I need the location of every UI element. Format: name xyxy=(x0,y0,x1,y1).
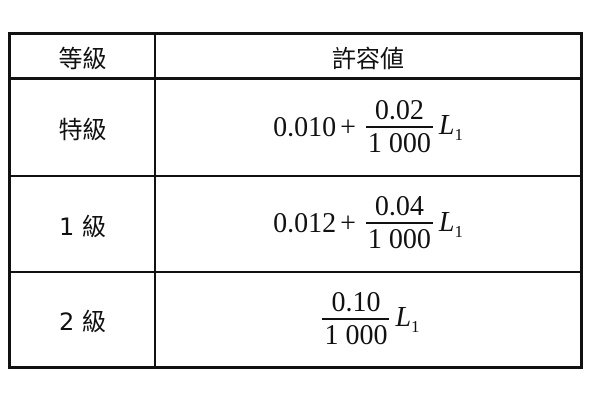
fraction-bar xyxy=(322,317,390,320)
variable-letter: L xyxy=(395,302,412,333)
fraction-bar xyxy=(365,222,433,224)
variable: L1 xyxy=(395,302,419,337)
fraction: 0.04 1 000 xyxy=(365,191,433,256)
variable-letter: L xyxy=(438,206,455,238)
tolerance-cell: 0.10 1 000 L1 xyxy=(156,273,580,366)
operator: + xyxy=(340,111,356,143)
column-divider xyxy=(154,35,156,366)
fraction: 0.02 1 000 xyxy=(365,94,433,160)
header-grade: 等級 xyxy=(58,44,107,73)
fraction-bar xyxy=(365,125,433,128)
numerator: 0.10 xyxy=(331,286,381,318)
grade-cell: 特級 xyxy=(58,116,107,144)
numerator: 0.04 xyxy=(374,191,424,222)
denominator: 1 000 xyxy=(367,127,431,159)
denominator: 1 000 xyxy=(367,224,431,255)
grade-cell: 2 級 xyxy=(59,308,106,336)
operator: + xyxy=(340,208,356,239)
fraction: 0.10 1 000 xyxy=(322,286,390,352)
row-divider xyxy=(11,271,580,273)
variable: L1 xyxy=(439,110,463,145)
header-tolerance: 許容値 xyxy=(332,44,404,73)
header-divider xyxy=(11,77,580,80)
subscript: 1 xyxy=(454,125,463,144)
tolerance-cell: 0.010 + 0.02 1 000 L1 xyxy=(156,80,580,175)
grade-cell: 1 級 xyxy=(59,212,106,241)
tolerance-formula: 0.010 + 0.02 1 000 L1 xyxy=(273,94,463,160)
row-divider xyxy=(11,175,580,177)
tolerance-cell: 0.012 + 0.04 1 000 L1 xyxy=(156,177,580,271)
tolerance-formula: 0.012 + 0.04 1 000 L1 xyxy=(273,192,463,256)
tolerance-formula: 0.10 1 000 L1 xyxy=(316,286,420,352)
variable-letter: L xyxy=(438,110,455,141)
denominator: 1 000 xyxy=(324,319,388,351)
constant: 0.012 xyxy=(273,208,337,239)
tolerance-table: 等級 許容値 特級 0.010 + 0.02 1 000 L1 1 級 0.01… xyxy=(8,32,583,369)
numerator: 0.02 xyxy=(374,94,424,126)
variable: L1 xyxy=(439,207,463,242)
subscript: 1 xyxy=(454,221,463,241)
subscript: 1 xyxy=(411,317,420,336)
constant: 0.010 xyxy=(273,111,337,143)
